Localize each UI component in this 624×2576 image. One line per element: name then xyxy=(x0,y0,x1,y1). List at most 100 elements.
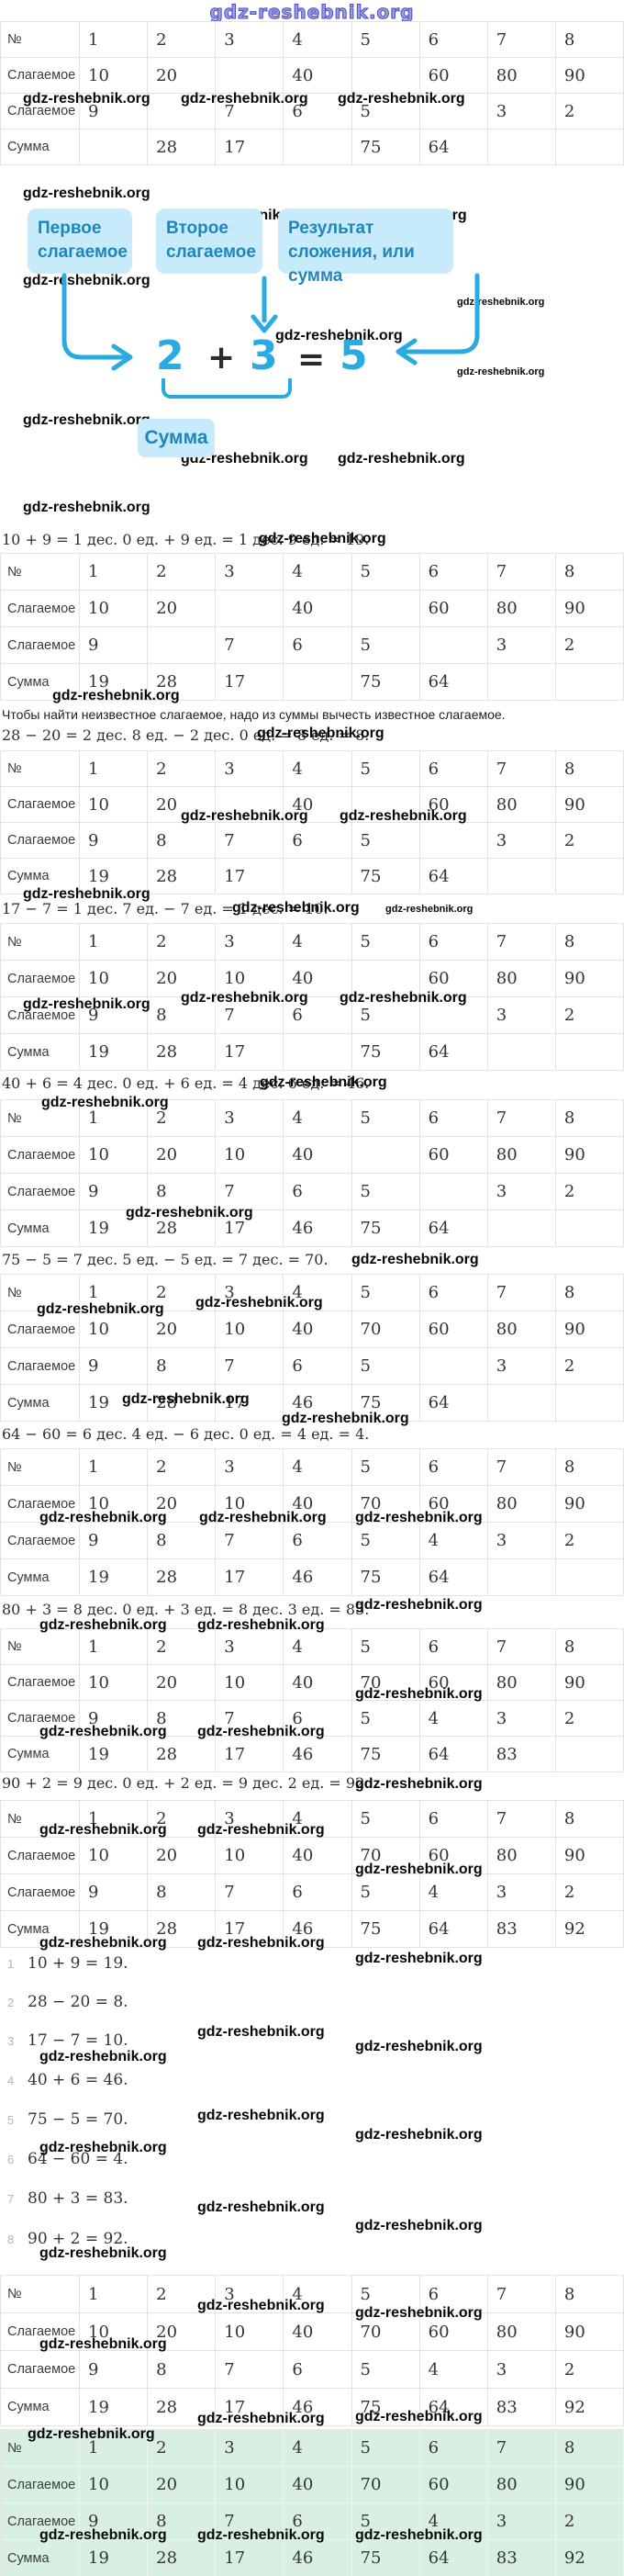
table-cell: 7 xyxy=(216,2503,284,2540)
table-cell: 92 xyxy=(555,1911,624,1948)
table-cell xyxy=(148,94,217,129)
table-cell: 8 xyxy=(555,2430,624,2467)
label-sum-result: Результат сложения, или сумма xyxy=(278,208,453,286)
table-cell: 8 xyxy=(148,1701,217,1737)
table-cell: 28 xyxy=(148,2540,217,2576)
row-label: Слагаемое xyxy=(1,591,80,627)
step8-equation: 90 + 2 = 9 дес. 0 ед. + 2 ед. = 9 дес. 2… xyxy=(2,1774,370,1792)
watermark: gdz-reshebnik.org xyxy=(259,531,386,546)
table-cell: 8 xyxy=(555,1100,624,1137)
addition-table: № 1 2 3 4 5 6 7 8 Слагаемое 10 20 40 60 80 90 Слагаемое 9… xyxy=(0,750,624,894)
table-cell: 7 xyxy=(216,2351,284,2389)
table-cell: 2 xyxy=(148,1801,217,1838)
watermark: gdz-reshebnik.org xyxy=(355,2305,483,2321)
table-cell: 5 xyxy=(351,2503,420,2540)
table-cell: 2 xyxy=(555,627,624,664)
table-cell: 8 xyxy=(555,1449,624,1486)
watermark: gdz-reshebnik.org xyxy=(355,1686,483,1702)
watermark: gdz-reshebnik.org xyxy=(197,2108,325,2123)
table-cell: 7 xyxy=(216,1701,284,1737)
row-label: Слагаемое xyxy=(1,2467,80,2503)
row-label: Сумма xyxy=(1,859,80,894)
table-cell: 40 xyxy=(284,961,352,997)
watermark: gdz-reshebnik.org xyxy=(197,2024,325,2040)
table-cell: 5 xyxy=(351,1801,420,1838)
table-cell: 20 xyxy=(148,2467,217,2503)
table-cell: 90 xyxy=(555,787,624,823)
table-cell: 75 xyxy=(351,1737,420,1772)
table-cell: 90 xyxy=(555,2313,624,2351)
table-cell: 8 xyxy=(148,1174,217,1210)
table-cell: 10 xyxy=(80,2313,149,2351)
table-cell: 4 xyxy=(284,1629,352,1665)
table-cell: 40 xyxy=(284,1486,352,1523)
table-cell: 28 xyxy=(148,1737,217,1772)
table-cell: 75 xyxy=(351,1034,420,1071)
table-cell xyxy=(419,823,488,859)
table-cell xyxy=(284,859,352,894)
table-cell: 3 xyxy=(216,751,284,787)
table-cell: 6 xyxy=(284,823,352,859)
table-cell: 80 xyxy=(487,787,556,823)
table-cell: 80 xyxy=(487,1311,556,1348)
table-cell: 46 xyxy=(284,2540,352,2576)
table-cell: 8 xyxy=(555,1629,624,1665)
table-cell: 70 xyxy=(351,1486,420,1523)
table-cell: 80 xyxy=(487,1838,556,1874)
row-label: Слагаемое xyxy=(1,1311,80,1348)
row-label: Слагаемое xyxy=(1,2351,80,2389)
watermark: gdz-reshebnik.org xyxy=(199,1510,327,1525)
table-cell: 40 xyxy=(284,787,352,823)
table-cell: 10 xyxy=(216,1486,284,1523)
table-cell: 20 xyxy=(148,787,217,823)
table-cell: 2 xyxy=(148,1100,217,1137)
table-cell: 6 xyxy=(419,924,488,961)
solution-number: 7 xyxy=(7,2192,15,2206)
step2-equation: 28 − 20 = 2 дес. 8 ед. − 2 дес. 0 ед. = … xyxy=(2,726,370,744)
table-cell: 4 xyxy=(419,2351,488,2389)
watermark: gdz-reshebnik.org xyxy=(355,2127,483,2143)
table-cell: 17 xyxy=(216,2540,284,2576)
step3-equation: 17 − 7 = 1 дес. 7 ед. − 7 ед. = 1 дес. =… xyxy=(2,900,329,917)
table-cell: 83 xyxy=(487,1737,556,1772)
table-cell: 19 xyxy=(80,1911,149,1948)
table-cell: 8 xyxy=(148,1874,217,1911)
table-cell xyxy=(487,129,556,165)
table-cell: 17 xyxy=(216,1737,284,1772)
table-cell: 10 xyxy=(80,1311,149,1348)
addition-table: № 1 2 3 4 5 6 7 8 Слагаемое 10 20 10 40 70 60 80 90 Слагае… xyxy=(0,1800,624,1948)
arrow-sum-line xyxy=(401,273,480,354)
table-cell: 90 xyxy=(555,1665,624,1701)
table-cell: 20 xyxy=(148,1486,217,1523)
table-cell: 9 xyxy=(80,997,149,1034)
equals-sign: = xyxy=(297,341,326,378)
plus-sign: + xyxy=(207,339,236,377)
watermark: gdz-reshebnik.org xyxy=(197,1724,325,1739)
table-cell: 6 xyxy=(284,1348,352,1385)
table-cell xyxy=(80,129,149,165)
solution-equation: 40 + 6 = 46. xyxy=(28,2071,128,2089)
table-cell: 2 xyxy=(148,1449,217,1486)
table-cell: 2 xyxy=(148,554,217,591)
table-cell: 3 xyxy=(216,554,284,591)
table-cell: 5 xyxy=(351,2430,420,2467)
table-cell: 70 xyxy=(351,2313,420,2351)
table-cell: 3 xyxy=(487,1348,556,1385)
table-cell: 3 xyxy=(216,2276,284,2313)
row-label: № xyxy=(1,751,80,787)
watermark: gdz-reshebnik.org xyxy=(181,990,308,1006)
watermark: gdz-reshebnik.org xyxy=(355,2218,483,2233)
table-cell: 75 xyxy=(351,859,420,894)
watermark: gdz-reshebnik.org xyxy=(195,1295,323,1310)
table-cell: 6 xyxy=(419,1629,488,1665)
watermark: gdz-reshebnik.org xyxy=(457,366,545,377)
table-cell: 6 xyxy=(419,2276,488,2313)
table-cell: 6 xyxy=(284,2503,352,2540)
table-cell: 10 xyxy=(80,2467,149,2503)
solution-number: 2 xyxy=(7,1996,15,2009)
table-cell: 75 xyxy=(351,1911,420,1948)
row-label: Слагаемое xyxy=(1,58,80,94)
table-cell: 10 xyxy=(80,58,149,94)
table-cell: 90 xyxy=(555,591,624,627)
table-cell: 64 xyxy=(419,1911,488,1948)
